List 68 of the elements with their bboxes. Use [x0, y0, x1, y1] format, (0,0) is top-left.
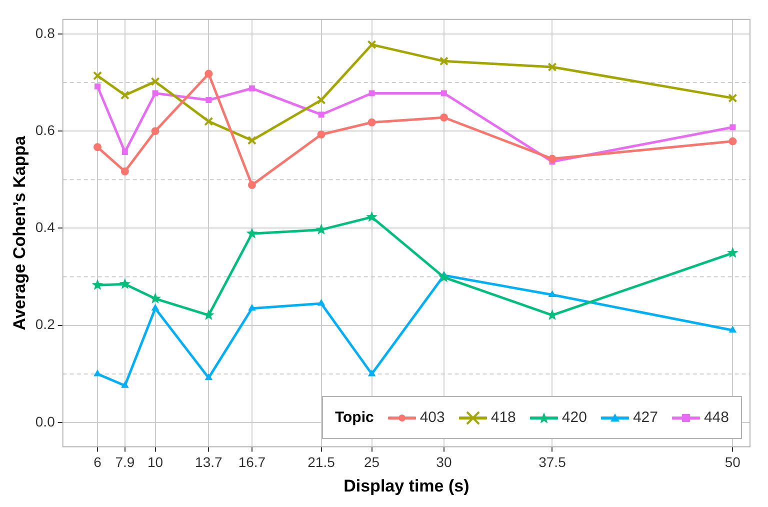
point — [368, 90, 375, 96]
y-tick-label: 0.8 — [35, 24, 56, 41]
point — [248, 85, 255, 92]
point — [726, 247, 738, 258]
point — [728, 94, 738, 103]
legend-label: 418 — [490, 408, 516, 426]
legend-title: Topic — [334, 408, 374, 426]
point — [368, 118, 376, 126]
x-tick-label: 25 — [364, 454, 380, 470]
x-tick-label: 50 — [724, 454, 741, 470]
point — [247, 136, 257, 145]
point — [92, 71, 102, 80]
legend-label: 420 — [560, 408, 587, 426]
point — [729, 326, 736, 332]
point — [248, 181, 256, 190]
point — [318, 112, 324, 118]
point — [206, 97, 212, 103]
y-tick-label: 0.2 — [35, 316, 56, 332]
y-tick-label: 0.4 — [35, 219, 56, 236]
point — [94, 370, 102, 376]
legend-label: 403 — [418, 408, 445, 426]
point — [92, 279, 104, 290]
point — [548, 154, 556, 163]
point — [205, 374, 212, 380]
point — [152, 90, 158, 96]
point — [120, 90, 130, 100]
point — [548, 290, 556, 298]
legend-label: 427 — [632, 408, 658, 426]
point — [367, 40, 376, 50]
x-tick-label: 10 — [147, 454, 164, 470]
y-tick-label: 0.6 — [35, 122, 56, 138]
point — [317, 130, 326, 139]
point — [368, 370, 376, 376]
point — [730, 124, 736, 130]
point — [151, 127, 160, 136]
legend-label: 448 — [702, 408, 729, 426]
point — [439, 56, 448, 66]
point — [122, 149, 128, 155]
point — [119, 278, 131, 289]
point — [94, 143, 102, 152]
x-tick-label: 30 — [436, 454, 452, 470]
x-tick-label: 7.9 — [115, 454, 135, 470]
point — [440, 114, 448, 122]
point — [150, 292, 161, 304]
x-tick-label: 16.7 — [238, 454, 266, 470]
x-tick-label: 21.5 — [308, 454, 336, 470]
x-axis-title: Display time (s) — [344, 476, 470, 496]
x-tick-label: 6 — [94, 454, 102, 470]
point — [248, 304, 256, 311]
point — [728, 137, 737, 146]
point — [438, 271, 450, 282]
point — [204, 116, 214, 126]
point — [204, 70, 213, 78]
point — [152, 304, 159, 311]
point — [548, 62, 557, 72]
point — [121, 382, 128, 388]
y-tick-label: 0.0 — [35, 413, 56, 430]
point — [94, 83, 100, 90]
point — [440, 90, 447, 96]
point — [246, 228, 258, 238]
point — [318, 300, 325, 306]
x-tick-label: 13.7 — [195, 454, 222, 470]
point — [120, 167, 129, 176]
x-tick-label: 37.5 — [538, 454, 566, 470]
point — [366, 211, 378, 222]
point — [316, 95, 326, 105]
y-axis-title: Average Cohen’s Kappa — [10, 135, 29, 330]
point — [150, 77, 160, 86]
